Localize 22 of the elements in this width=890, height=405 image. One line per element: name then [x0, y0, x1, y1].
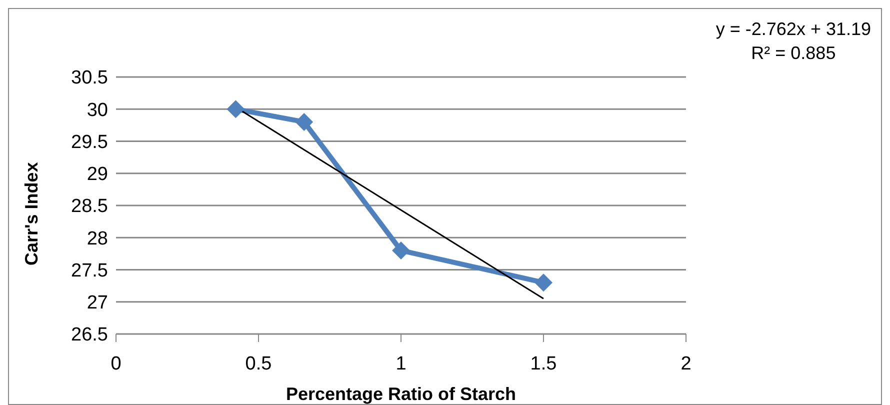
y-tick-label: 26.5 — [71, 324, 108, 346]
x-tick-label: 1 — [396, 353, 406, 374]
point — [392, 241, 410, 260]
y-tick-label: 28 — [86, 228, 108, 250]
y-tick-label: 29 — [86, 164, 108, 186]
x-tick-label: 0.5 — [245, 353, 272, 374]
point — [534, 274, 552, 292]
text: y = -2.762x + 31.19 — [716, 18, 871, 41]
x-tick-label: 1.5 — [530, 353, 557, 374]
y-tick-label: 27.5 — [71, 260, 108, 282]
x-tick-label: 0 — [110, 353, 122, 374]
y-tick-label: 30.5 — [71, 68, 108, 89]
x-axis-title: Percentage Ratio of Starch — [286, 384, 516, 404]
y-tick-label: 28.5 — [71, 196, 108, 218]
y-tick-label: 27 — [86, 292, 108, 314]
x-tick-label: 2 — [680, 353, 692, 374]
point — [295, 112, 314, 131]
point — [226, 100, 245, 118]
y-tick-label: 30 — [86, 100, 108, 121]
y-tick-label: 29.5 — [71, 132, 108, 153]
text: R² = 0.885 — [750, 42, 837, 65]
y-axis-title: Carr's Index — [21, 162, 42, 266]
